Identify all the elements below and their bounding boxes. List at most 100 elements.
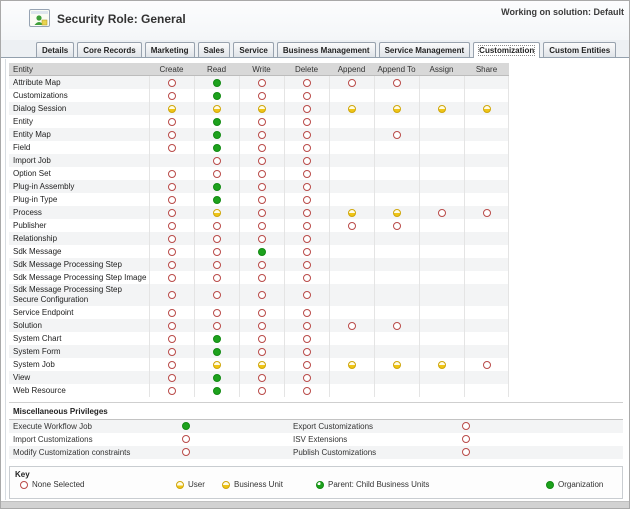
privilege-toggle-delete[interactable] [303,78,311,87]
privilege-toggle-write[interactable] [258,182,266,191]
privilege-toggle-create[interactable] [168,308,176,317]
privilege-toggle-append-to[interactable] [393,78,401,87]
tab-custom-entities[interactable]: Custom Entities [543,42,617,57]
privilege-toggle-append[interactable] [348,104,356,113]
privilege-toggle-share[interactable] [482,360,491,369]
privilege-toggle-delete[interactable] [303,234,311,243]
privilege-toggle-delete[interactable] [303,260,311,269]
privilege-toggle-append-to[interactable] [393,221,401,230]
privilege-toggle-delete[interactable] [303,169,311,178]
privilege-toggle-delete[interactable] [303,308,311,317]
privilege-toggle-write[interactable] [258,308,266,317]
privilege-toggle-delete[interactable] [303,182,311,191]
privilege-toggle-write[interactable] [258,334,266,343]
privilege-toggle-write[interactable] [258,117,266,126]
privilege-toggle-write[interactable] [258,91,266,100]
privilege-toggle-create[interactable] [168,169,176,178]
privilege-toggle-read[interactable] [213,130,221,139]
privilege-toggle-read[interactable] [213,234,221,243]
privilege-toggle-write[interactable] [258,373,266,382]
privilege-toggle-create[interactable] [168,247,176,256]
privilege-toggle-read[interactable] [213,91,221,100]
privilege-toggle-delete[interactable] [303,321,311,330]
tab-details[interactable]: Details [36,42,75,57]
privilege-toggle-modify-customization-constraints[interactable] [181,447,190,456]
tab-customization[interactable]: Customization [473,42,541,58]
privilege-toggle-write[interactable] [258,104,266,113]
privilege-toggle-create[interactable] [168,117,176,126]
privilege-toggle-create[interactable] [168,78,176,87]
privilege-toggle-read[interactable] [213,117,221,126]
privilege-toggle-write[interactable] [258,386,266,395]
privilege-toggle-write[interactable] [258,273,266,282]
privilege-toggle-create[interactable] [168,291,176,299]
tab-business-management[interactable]: Business Management [276,42,376,57]
privilege-toggle-delete[interactable] [303,91,311,100]
privilege-toggle-delete[interactable] [303,373,311,382]
privilege-toggle-read[interactable] [213,143,221,152]
privilege-toggle-append-to[interactable] [393,208,401,217]
privilege-toggle-delete[interactable] [303,117,311,126]
privilege-toggle-read[interactable] [213,360,221,369]
privilege-toggle-write[interactable] [258,221,266,230]
privilege-toggle-delete[interactable] [303,291,311,299]
privilege-toggle-read[interactable] [213,291,221,299]
privilege-toggle-publish-customizations[interactable] [461,447,470,456]
privilege-toggle-read[interactable] [213,104,221,113]
privilege-toggle-write[interactable] [258,247,266,256]
privilege-toggle-read[interactable] [213,308,221,317]
privilege-toggle-share[interactable] [482,104,491,113]
privilege-toggle-write[interactable] [258,169,266,178]
privilege-toggle-create[interactable] [168,373,176,382]
privilege-toggle-write[interactable] [258,156,266,165]
privilege-toggle-delete[interactable] [303,130,311,139]
privilege-toggle-assign[interactable] [438,104,446,113]
privilege-toggle-write[interactable] [258,78,266,87]
privilege-toggle-write[interactable] [258,347,266,356]
privilege-toggle-read[interactable] [213,208,221,217]
privilege-toggle-create[interactable] [168,347,176,356]
privilege-toggle-delete[interactable] [303,221,311,230]
privilege-toggle-append-to[interactable] [393,360,401,369]
privilege-toggle-assign[interactable] [438,208,446,217]
privilege-toggle-create[interactable] [168,104,176,113]
privilege-toggle-create[interactable] [168,195,176,204]
privilege-toggle-create[interactable] [168,360,176,369]
privilege-toggle-delete[interactable] [303,334,311,343]
privilege-toggle-import-customizations[interactable] [181,434,190,443]
privilege-toggle-create[interactable] [168,260,176,269]
privilege-toggle-read[interactable] [213,169,221,178]
tab-service-management[interactable]: Service Management [378,42,471,57]
privilege-toggle-read[interactable] [213,347,221,356]
privilege-toggle-delete[interactable] [303,273,311,282]
privilege-toggle-read[interactable] [213,182,221,191]
privilege-toggle-append[interactable] [348,208,356,217]
privilege-toggle-append[interactable] [348,78,356,87]
privilege-toggle-append[interactable] [348,360,356,369]
privilege-toggle-delete[interactable] [303,386,311,395]
privilege-toggle-create[interactable] [168,273,176,282]
tab-sales[interactable]: Sales [197,42,231,57]
privilege-toggle-write[interactable] [258,321,266,330]
privilege-toggle-delete[interactable] [303,195,311,204]
privilege-toggle-append[interactable] [348,321,356,330]
privilege-toggle-read[interactable] [213,321,221,330]
privilege-toggle-assign[interactable] [438,360,446,369]
privilege-toggle-delete[interactable] [303,208,311,217]
privilege-toggle-read[interactable] [213,334,221,343]
privilege-toggle-write[interactable] [258,130,266,139]
privilege-toggle-read[interactable] [213,373,221,382]
tab-marketing[interactable]: Marketing [144,42,195,57]
privilege-toggle-delete[interactable] [303,247,311,256]
privilege-toggle-read[interactable] [213,260,221,269]
privilege-toggle-write[interactable] [258,260,266,269]
privilege-toggle-write[interactable] [258,291,266,299]
privilege-toggle-delete[interactable] [303,156,311,165]
privilege-toggle-read[interactable] [213,156,221,165]
privilege-toggle-create[interactable] [168,91,176,100]
tab-core-records[interactable]: Core Records [77,42,142,57]
privilege-toggle-append[interactable] [348,221,356,230]
privilege-toggle-isv-extensions[interactable] [461,434,470,443]
privilege-toggle-append-to[interactable] [393,130,401,139]
tab-service[interactable]: Service [233,42,274,57]
